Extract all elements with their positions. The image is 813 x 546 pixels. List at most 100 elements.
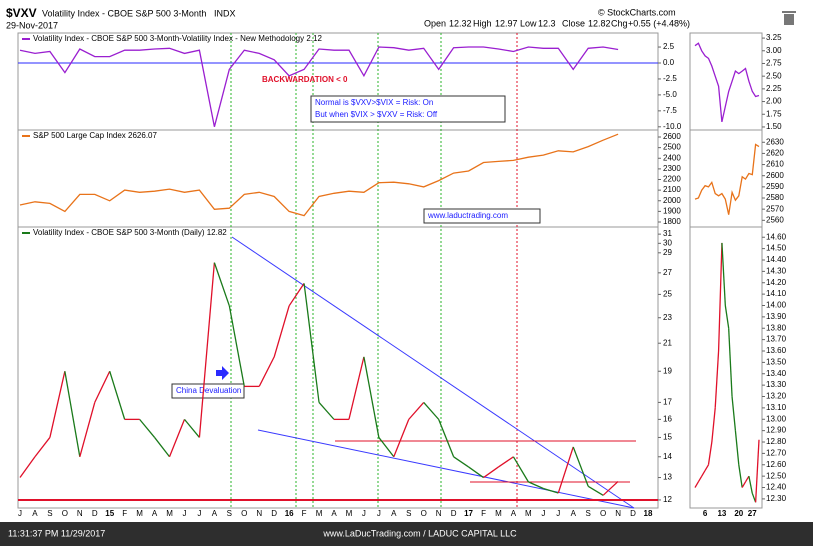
y-tick-label: 21 xyxy=(663,338,672,347)
x-tick-label: A xyxy=(152,509,158,518)
y-tick-label: 12.80 xyxy=(766,437,787,446)
panel-frame xyxy=(17,226,659,509)
series-segment xyxy=(109,371,126,420)
y-tick-label: 2580 xyxy=(766,193,784,202)
series-segment xyxy=(423,401,440,420)
y-tick-label: 2590 xyxy=(766,182,784,191)
series-segment xyxy=(483,466,499,479)
x-tick-label: J xyxy=(556,509,560,518)
x-tick-label: F xyxy=(302,509,307,518)
x-tick-label: M xyxy=(495,509,502,518)
panel-frame xyxy=(17,129,659,228)
x-tick-label: D xyxy=(271,509,277,518)
x-tick-label: 6 xyxy=(703,509,708,518)
annotation: Normal is $VXV>$VIX = Risk: On xyxy=(315,98,433,107)
y-tick-label: 16 xyxy=(663,414,672,423)
x-tick-label: 15 xyxy=(105,509,114,518)
series-segment xyxy=(273,305,290,358)
y-tick-label: 25 xyxy=(663,289,672,298)
series-segment xyxy=(94,370,111,403)
series-segment xyxy=(183,418,200,438)
y-tick-label: 13.20 xyxy=(766,392,787,401)
series-line xyxy=(694,143,760,215)
x-tick-label: O xyxy=(62,509,68,518)
x-tick-label: S xyxy=(406,509,411,518)
series-segment xyxy=(512,456,529,483)
series-segment xyxy=(557,446,574,494)
y-tick-label: 12.30 xyxy=(766,494,787,503)
series-segment xyxy=(572,446,589,487)
y-tick-label: 1.75 xyxy=(766,109,782,118)
series-segment xyxy=(724,305,730,329)
y-tick-label: 13.10 xyxy=(766,403,787,412)
x-tick-label: 16 xyxy=(285,509,294,518)
annotation: www.laductrading.com xyxy=(427,211,508,220)
date: 29-Nov-2017 xyxy=(6,20,58,30)
x-tick-label: D xyxy=(630,509,636,518)
panel-title: Volatility Index - CBOE S&P 500 3-Month … xyxy=(33,228,227,237)
footer-time: 11:31:37 PM 11/29/2017 xyxy=(8,528,105,538)
x-tick-label: J xyxy=(362,509,366,518)
panel-title: S&P 500 Large Cap Index 2626.07 xyxy=(33,131,158,140)
x-tick-label: N xyxy=(77,509,83,518)
y-tick-label: 13.60 xyxy=(766,346,787,355)
x-tick-label: D xyxy=(92,509,98,518)
series-segment xyxy=(731,396,737,431)
close: 12.82 xyxy=(588,18,611,28)
series-segment xyxy=(707,441,713,465)
y-tick-label: 2.00 xyxy=(766,97,782,106)
series-segment xyxy=(213,262,230,307)
series-segment xyxy=(602,480,619,496)
series-segment xyxy=(587,485,604,496)
y-tick-label: 13.40 xyxy=(766,369,787,378)
series-segment xyxy=(717,242,723,352)
y-tick-label: 14 xyxy=(663,452,672,461)
x-tick-label: D xyxy=(451,509,457,518)
y-tick-label: -7.5 xyxy=(663,106,677,115)
series-segment xyxy=(528,481,544,490)
y-tick-label: 2300 xyxy=(663,164,681,173)
y-tick-label: 13 xyxy=(663,473,672,482)
x-tick-label: N xyxy=(256,509,262,518)
series-segment xyxy=(318,401,335,420)
y-tick-label: 2630 xyxy=(766,137,784,146)
y-tick-label: 23 xyxy=(663,313,672,322)
x-tick-label: 20 xyxy=(734,509,743,518)
y-tick-label: 2.25 xyxy=(766,84,782,93)
low: 12.3 xyxy=(538,18,556,28)
x-tick-label: J xyxy=(197,509,201,518)
annotation: China Devaluation xyxy=(176,386,241,395)
x-tick-label: O xyxy=(600,509,606,518)
y-tick-label: 2600 xyxy=(663,132,681,141)
y-tick-label: 13.80 xyxy=(766,323,787,332)
source: © StockCharts.com xyxy=(598,7,676,17)
trash-icon[interactable] xyxy=(782,11,796,25)
y-tick-label: 2100 xyxy=(663,185,681,194)
y-tick-label: -5.0 xyxy=(663,90,677,99)
y-tick-label: 2610 xyxy=(766,160,784,169)
series-segment xyxy=(697,475,703,483)
y-tick-label: 19 xyxy=(663,366,672,375)
low-label: Low xyxy=(520,18,537,28)
y-tick-label: 14.30 xyxy=(766,266,787,275)
y-tick-label: 2.75 xyxy=(766,59,782,68)
series-segment xyxy=(721,242,726,306)
y-tick-label: 1.50 xyxy=(766,122,782,131)
y-tick-label: 12.90 xyxy=(766,426,787,435)
x-tick-label: J xyxy=(182,509,186,518)
y-tick-label: 12.50 xyxy=(766,471,787,480)
x-tick-label: 17 xyxy=(464,509,473,518)
x-tick-label: O xyxy=(241,509,247,518)
series-segment xyxy=(744,475,750,483)
close-label: Close xyxy=(562,18,585,28)
x-tick-label: A xyxy=(571,509,577,518)
x-tick-label: 27 xyxy=(748,509,757,518)
series-segment xyxy=(393,419,410,458)
panel-frame xyxy=(689,129,763,228)
y-tick-label: 2570 xyxy=(766,204,784,213)
y-tick-label: 14.20 xyxy=(766,278,787,287)
series-segment xyxy=(543,487,559,494)
y-tick-label: 12.60 xyxy=(766,460,787,469)
series-segment xyxy=(228,305,245,387)
x-tick-label: 13 xyxy=(717,509,726,518)
